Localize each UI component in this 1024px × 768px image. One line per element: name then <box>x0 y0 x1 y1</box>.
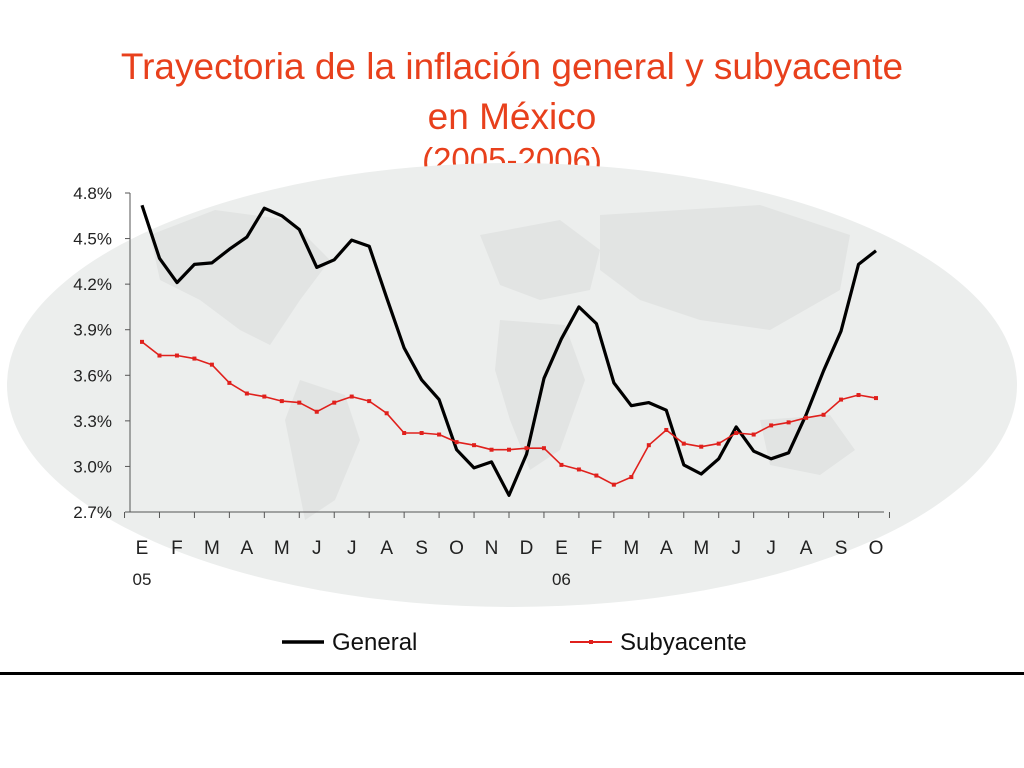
y-tick-label: 3.6% <box>73 366 112 385</box>
x-tick-label: M <box>274 538 290 559</box>
data-point-subyacente <box>576 467 581 472</box>
x-tick-label: S <box>415 538 428 559</box>
data-point-subyacente <box>174 353 179 358</box>
y-tick-label: 3.0% <box>73 457 112 476</box>
data-point-subyacente <box>140 339 144 344</box>
data-point-subyacente <box>472 443 477 448</box>
legend-label-general: General <box>332 629 417 656</box>
world-map-background <box>7 163 1017 607</box>
x-tick-label: N <box>485 538 499 559</box>
x-tick-label: E <box>136 538 149 559</box>
x-year-label: 05 <box>133 570 152 589</box>
data-point-subyacente <box>367 399 372 404</box>
x-year-label: 06 <box>552 570 571 589</box>
x-tick-label: D <box>520 538 534 559</box>
data-point-subyacente <box>489 447 494 452</box>
data-point-subyacente <box>786 420 791 425</box>
x-tick-label: M <box>204 538 220 559</box>
series-lines <box>140 204 878 497</box>
data-point-subyacente <box>349 394 354 399</box>
x-tick-label: S <box>835 538 848 559</box>
x-tick-label: A <box>800 538 813 559</box>
legend: General Subyacente <box>282 629 747 656</box>
x-tick-label: O <box>449 538 464 559</box>
x-tick-label: J <box>312 538 322 559</box>
data-point-subyacente <box>279 399 284 404</box>
data-point-subyacente <box>664 427 669 432</box>
data-point-subyacente <box>699 444 704 449</box>
legend-label-subyacente: Subyacente <box>620 629 747 656</box>
axes <box>129 193 884 513</box>
chart-title-line-2: en México <box>427 96 597 137</box>
data-point-subyacente <box>751 432 756 437</box>
data-point-subyacente <box>507 447 511 452</box>
data-point-subyacente <box>804 415 809 420</box>
x-axis-ticks: E F M A M J J A S O N D E F M A M J J A S O05 06 <box>124 512 890 589</box>
x-tick-label: J <box>347 538 357 559</box>
data-point-subyacente <box>594 473 599 478</box>
x-tick-label: M <box>693 538 709 559</box>
x-tick-label: F <box>171 538 183 559</box>
data-point-subyacente <box>419 431 424 436</box>
x-tick-label: A <box>241 538 254 559</box>
data-point-subyacente <box>874 396 878 401</box>
y-tick-label: 3.3% <box>73 412 112 431</box>
x-tick-label: A <box>380 538 393 559</box>
data-point-subyacente <box>157 353 162 358</box>
y-tick-label: 4.5% <box>73 230 112 249</box>
legend-marker-subyacente <box>589 640 593 644</box>
x-tick-label: F <box>591 538 603 559</box>
data-point-subyacente <box>402 431 407 436</box>
data-point-subyacente <box>821 412 826 417</box>
data-point-subyacente <box>611 482 616 487</box>
x-tick-label: J <box>731 538 741 559</box>
data-point-subyacente <box>192 356 197 361</box>
data-point-subyacente <box>629 475 634 480</box>
series-line-general <box>140 204 877 497</box>
x-tick-label: E <box>555 538 568 559</box>
data-point-subyacente <box>734 431 739 436</box>
data-point-subyacente <box>332 400 337 405</box>
data-point-subyacente <box>646 443 651 448</box>
data-point-subyacente <box>297 400 302 405</box>
data-point-subyacente <box>244 391 249 396</box>
data-point-subyacente <box>716 441 721 446</box>
x-tick-label: O <box>869 538 884 559</box>
data-point-subyacente <box>384 411 389 416</box>
slide-bottom-rule <box>0 672 1024 675</box>
x-tick-label: A <box>660 538 673 559</box>
x-tick-label: M <box>623 538 639 559</box>
data-point-subyacente <box>856 393 861 398</box>
y-tick-label: 4.8% <box>73 184 112 203</box>
data-point-subyacente <box>209 362 214 367</box>
x-tick-label: J <box>766 538 776 559</box>
data-point-subyacente <box>227 380 232 385</box>
data-point-subyacente <box>524 446 529 451</box>
data-point-subyacente <box>769 423 774 428</box>
data-point-subyacente <box>454 440 459 445</box>
data-point-subyacente <box>839 397 844 402</box>
data-point-subyacente <box>681 441 686 446</box>
y-tick-label: 3.9% <box>73 321 112 340</box>
y-tick-label: 2.7% <box>73 503 112 522</box>
y-tick-label: 4.2% <box>73 275 112 294</box>
chart-title-line-1: Trayectoria de la inflación general y su… <box>120 46 904 87</box>
data-point-subyacente <box>437 432 442 437</box>
data-point-subyacente <box>559 462 564 467</box>
y-axis-ticks: 2.7% 3.0% 3.3% 3.6% 3.9% 4.2% 4.5% 4.8% <box>73 184 130 522</box>
data-point-subyacente <box>541 446 546 451</box>
data-point-subyacente <box>314 409 319 414</box>
data-point-subyacente <box>262 394 267 399</box>
